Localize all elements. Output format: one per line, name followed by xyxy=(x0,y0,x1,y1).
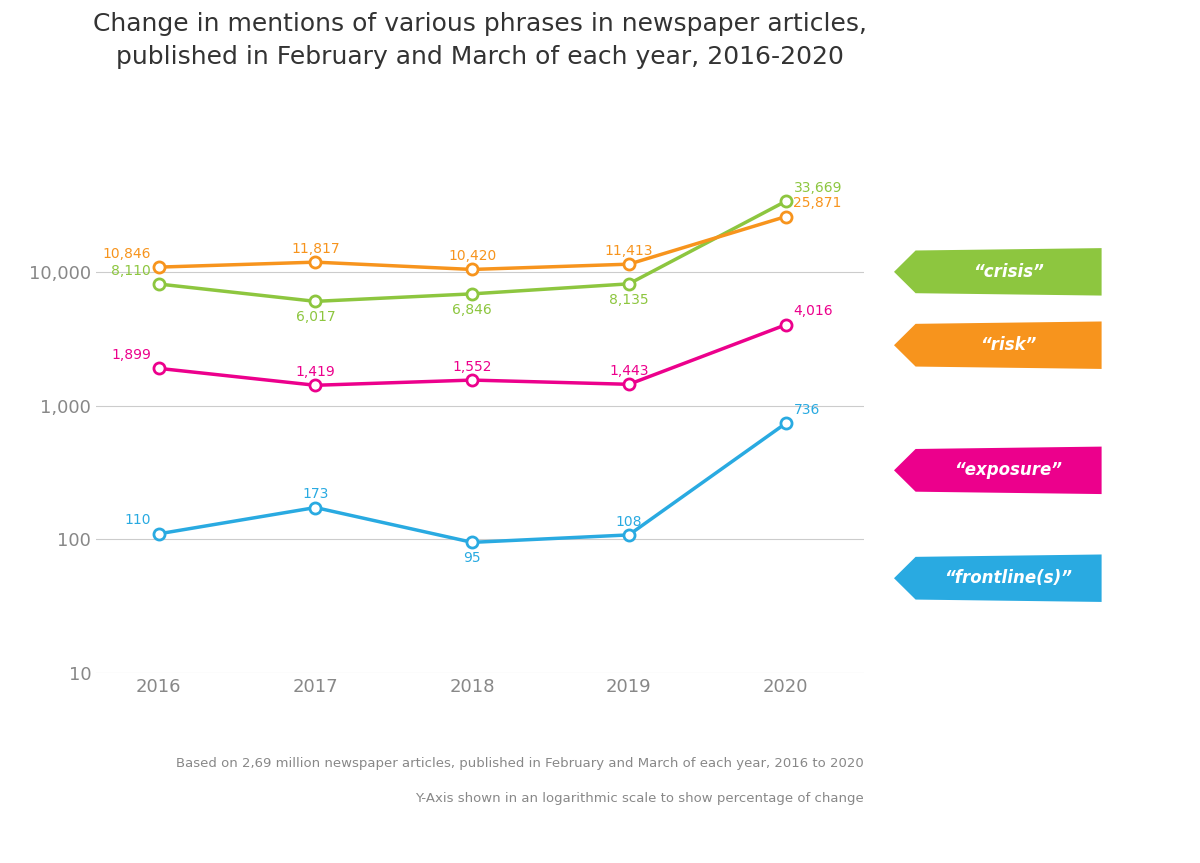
Text: Change in mentions of various phrases in newspaper articles,
published in Februa: Change in mentions of various phrases in… xyxy=(94,11,866,69)
Text: 11,817: 11,817 xyxy=(292,242,340,255)
Text: 10,420: 10,420 xyxy=(448,249,497,263)
Text: “crisis”: “crisis” xyxy=(973,263,1044,280)
Text: 108: 108 xyxy=(616,514,642,528)
Text: 25,871: 25,871 xyxy=(793,196,842,211)
Text: “exposure”: “exposure” xyxy=(955,462,1063,479)
Text: 1,443: 1,443 xyxy=(610,364,649,378)
Text: 173: 173 xyxy=(302,487,329,501)
Text: 8,135: 8,135 xyxy=(610,293,649,307)
Text: 1,419: 1,419 xyxy=(295,365,335,379)
Text: Based on 2,69 million newspaper articles, published in February and March of eac: Based on 2,69 million newspaper articles… xyxy=(176,757,864,771)
Text: 95: 95 xyxy=(463,551,481,565)
Text: 4,016: 4,016 xyxy=(793,305,833,318)
Text: 1,552: 1,552 xyxy=(452,360,492,374)
Text: Y-Axis shown in an logarithmic scale to show percentage of change: Y-Axis shown in an logarithmic scale to … xyxy=(415,791,864,805)
Text: 6,846: 6,846 xyxy=(452,303,492,317)
Text: 110: 110 xyxy=(125,513,151,527)
Text: 6,017: 6,017 xyxy=(295,311,335,324)
Text: 11,413: 11,413 xyxy=(605,243,653,258)
Text: 1,899: 1,899 xyxy=(110,348,151,362)
Text: 10,846: 10,846 xyxy=(102,247,151,261)
Text: “frontline(s)”: “frontline(s)” xyxy=(944,570,1073,587)
Text: “risk”: “risk” xyxy=(980,337,1037,354)
Text: 736: 736 xyxy=(793,403,820,417)
Text: 8,110: 8,110 xyxy=(112,263,151,278)
Text: 33,669: 33,669 xyxy=(793,181,842,195)
